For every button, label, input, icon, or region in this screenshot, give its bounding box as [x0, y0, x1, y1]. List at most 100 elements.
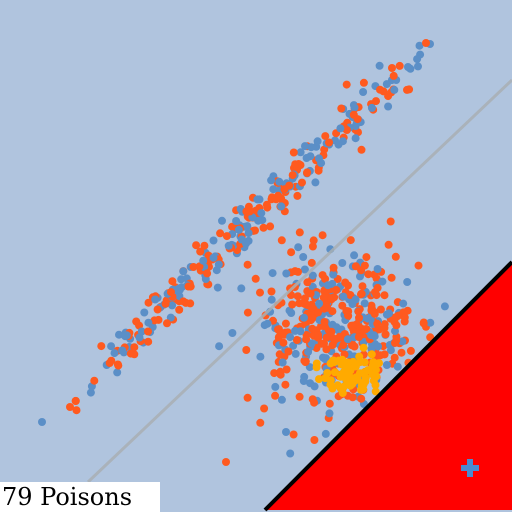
point-orange	[362, 325, 371, 333]
point-orange	[287, 248, 296, 257]
point-orange	[342, 126, 351, 134]
point-orange	[266, 222, 275, 231]
point-blue	[213, 283, 222, 292]
point-orange	[228, 222, 237, 231]
point-blue	[359, 88, 368, 96]
point-gold	[371, 387, 380, 396]
point-orange	[359, 78, 368, 87]
point-blue	[306, 379, 315, 388]
point-orange	[308, 314, 317, 323]
point-orange	[298, 178, 306, 187]
point-orange	[321, 274, 330, 283]
point-blue	[338, 259, 347, 267]
point-blue	[278, 358, 287, 367]
point-blue	[214, 260, 223, 269]
point-gold	[357, 381, 366, 390]
point-blue	[367, 331, 375, 339]
point-blue	[268, 269, 277, 278]
point-orange	[288, 300, 297, 309]
point-orange	[357, 289, 366, 298]
point-blue	[363, 314, 372, 323]
point-orange	[357, 394, 366, 403]
point-orange	[388, 64, 396, 72]
point-gold	[353, 373, 362, 382]
point-orange	[350, 342, 359, 351]
point-orange	[167, 288, 175, 297]
point-gold	[338, 389, 347, 397]
point-blue	[415, 41, 424, 50]
point-blue	[325, 409, 334, 418]
point-orange	[314, 308, 322, 317]
point-orange	[281, 319, 290, 328]
point-blue	[260, 321, 269, 330]
point-blue	[232, 217, 241, 225]
point-orange	[289, 430, 298, 439]
point-blue	[323, 281, 332, 290]
point-blue	[359, 338, 368, 346]
point-blue	[271, 382, 280, 391]
point-blue	[404, 63, 412, 71]
point-orange	[346, 236, 355, 245]
point-orange	[391, 338, 399, 347]
point-orange	[384, 92, 393, 101]
point-blue	[302, 154, 311, 162]
point-blue	[282, 269, 291, 278]
point-blue	[339, 292, 348, 301]
point-orange	[274, 191, 283, 200]
point-blue	[440, 302, 449, 311]
point-blue	[343, 335, 352, 344]
point-orange	[380, 291, 389, 300]
point-orange	[126, 349, 135, 358]
point-orange	[406, 346, 415, 355]
point-blue	[209, 253, 218, 262]
point-orange	[144, 337, 153, 346]
point-orange	[292, 336, 301, 344]
point-orange	[256, 418, 265, 427]
point-blue	[350, 103, 359, 112]
point-blue	[244, 229, 253, 238]
point-orange	[391, 252, 400, 261]
point-orange	[319, 293, 328, 302]
point-blue	[348, 300, 357, 308]
point-blue	[175, 284, 183, 293]
point-blue	[110, 349, 119, 358]
point-blue	[38, 418, 46, 426]
point-orange	[321, 132, 330, 141]
point-blue	[144, 318, 153, 327]
point-gold	[330, 358, 339, 366]
point-orange	[328, 294, 337, 302]
point-blue	[426, 318, 435, 327]
point-orange	[344, 311, 353, 320]
point-orange	[307, 258, 316, 267]
point-orange	[282, 365, 291, 374]
point-orange	[251, 274, 260, 283]
point-orange	[175, 305, 184, 314]
point-blue	[135, 333, 144, 342]
point-blue	[382, 361, 391, 369]
point-orange	[353, 115, 362, 124]
point-orange	[318, 231, 327, 240]
point-orange	[342, 80, 351, 89]
decision-boundary-line	[263, 260, 512, 512]
point-orange	[320, 318, 329, 326]
point-blue	[304, 347, 313, 356]
point-orange	[243, 308, 252, 317]
point-orange	[113, 360, 122, 369]
point-blue	[179, 267, 188, 276]
point-blue	[234, 225, 243, 234]
point-orange	[372, 291, 381, 300]
point-orange	[323, 303, 332, 312]
point-blue	[382, 80, 391, 89]
point-orange	[403, 85, 411, 94]
point-gold	[371, 381, 380, 390]
point-orange	[400, 313, 409, 322]
point-blue	[199, 256, 208, 265]
point-blue	[218, 216, 226, 225]
point-blue	[237, 235, 246, 244]
point-blue	[313, 137, 322, 146]
point-blue	[291, 349, 300, 358]
point-orange	[337, 104, 346, 113]
point-blue	[300, 313, 308, 322]
point-orange	[314, 331, 322, 339]
point-blue	[107, 342, 116, 351]
